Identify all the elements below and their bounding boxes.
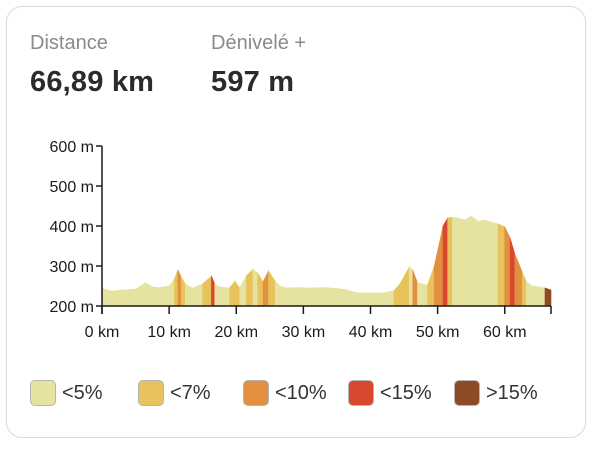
profile-segment: [202, 275, 212, 307]
profile-segment: [145, 282, 153, 307]
y-tick-label: 200 m: [50, 299, 94, 316]
elevation-gain-label: Dénivelé +: [211, 32, 307, 54]
profile-segment: [214, 283, 220, 307]
profile-segment: [309, 287, 324, 307]
legend-label-lt15: <15%: [380, 381, 432, 404]
profile-segment: [470, 215, 479, 307]
legend-label-lt5: <5%: [62, 381, 103, 404]
legend-swatch-lt5: [30, 380, 56, 406]
profile-segment: [101, 287, 113, 307]
x-tick-label: 10 km: [147, 324, 191, 341]
profile-segment: [180, 276, 186, 307]
profile-segment: [544, 287, 552, 307]
legend-label-gt15: >15%: [486, 381, 538, 404]
profile-segment: [393, 281, 402, 307]
legend-swatch-lt7: [138, 380, 164, 406]
x-tick-label: 30 km: [282, 324, 326, 341]
profile-segment: [447, 216, 453, 307]
profile-segment: [491, 221, 499, 307]
profile-segment: [525, 280, 532, 307]
profile-segment: [521, 271, 527, 307]
profile-segment: [336, 288, 348, 307]
legend-label-lt10: <10%: [275, 381, 327, 404]
profile-segment: [192, 283, 203, 307]
y-tick-label: 300 m: [50, 259, 94, 276]
legend-swatch-lt15: [348, 380, 374, 406]
profile-segment: [370, 292, 385, 307]
elevation-gain-value: 597 m: [211, 66, 295, 98]
profile-segment: [531, 285, 539, 307]
profile-segment: [457, 217, 465, 307]
legend-label-lt7: <7%: [170, 381, 211, 404]
profile-segment: [452, 216, 459, 307]
profile-segment: [433, 241, 440, 307]
x-tick-label: 20 km: [214, 324, 258, 341]
profile-segment: [286, 287, 297, 307]
profile-segment: [252, 268, 259, 307]
profile-segment: [409, 266, 414, 307]
profile-segment: [442, 216, 448, 307]
profile-segment: [257, 272, 264, 307]
legend-swatch-lt10: [243, 380, 269, 406]
grade-legend: <5% <7% <10% <15% >15%: [30, 376, 570, 410]
profile-segment: [514, 253, 519, 307]
profile-segment: [417, 282, 428, 307]
distance-stat: Distance 66,89 km: [30, 30, 154, 100]
profile-segment: [211, 275, 216, 307]
profile-segment: [323, 287, 338, 307]
profile-segment: [405, 265, 410, 307]
profile-segment: [484, 219, 492, 307]
legend-swatch-gt15: [454, 380, 480, 406]
profile-segment: [356, 292, 371, 307]
profile-segment: [274, 280, 281, 307]
profile-segment: [234, 280, 240, 307]
legend-item-lt5: <5%: [30, 376, 103, 410]
profile-segment: [111, 289, 123, 307]
profile-segment: [427, 265, 435, 307]
profile-segment: [239, 274, 247, 307]
profile-segment: [517, 261, 523, 307]
profile-segment: [346, 289, 358, 307]
x-tick-label: 50 km: [416, 324, 460, 341]
profile-segment: [184, 283, 193, 307]
profile-segment: [509, 237, 516, 307]
profile-segment: [168, 277, 175, 307]
profile-segment: [262, 270, 269, 307]
profile-segment: [383, 290, 395, 307]
profile-segment: [229, 280, 236, 307]
legend-item-lt10: <10%: [243, 376, 327, 410]
y-tick-label: 400 m: [50, 219, 94, 236]
y-tick-label: 600 m: [50, 139, 94, 156]
profile-segment: [268, 269, 276, 307]
distance-value: 66,89 km: [30, 66, 155, 98]
profile-segment: [121, 288, 136, 307]
profile-segment: [177, 269, 182, 307]
y-tick-label: 500 m: [50, 179, 94, 196]
profile-segment: [497, 223, 506, 307]
profile-segment: [412, 269, 418, 307]
profile-segment: [152, 286, 160, 307]
x-tick-label: 40 km: [349, 324, 393, 341]
profile-segment: [174, 269, 179, 307]
legend-item-lt7: <7%: [138, 376, 211, 410]
profile-segment: [477, 219, 485, 307]
profile-segment: [158, 285, 170, 307]
x-tick-label: 0 km: [85, 324, 120, 341]
profile-segment: [464, 215, 472, 307]
profile-segment: [219, 286, 230, 307]
elevation-profile-chart: 200 m 300 m 400 m 500 m 600 m 0 km 10 km 20 km 3…: [50, 139, 552, 341]
profile-segment: [246, 268, 254, 307]
profile-segment: [296, 287, 311, 307]
profile-segment: [439, 225, 444, 307]
profile-segment: [400, 273, 406, 307]
legend-item-lt15: <15%: [348, 376, 432, 410]
profile-segment: [504, 226, 511, 307]
elevation-gain-stat: Dénivelé + 597 m: [211, 30, 306, 100]
x-tick-label: 60 km: [483, 324, 527, 341]
legend-item-gt15: >15%: [454, 376, 538, 410]
profile-segment: [279, 285, 287, 307]
profile-segment: [135, 282, 146, 307]
profile-segment: [538, 286, 546, 307]
distance-label: Distance: [30, 32, 108, 54]
